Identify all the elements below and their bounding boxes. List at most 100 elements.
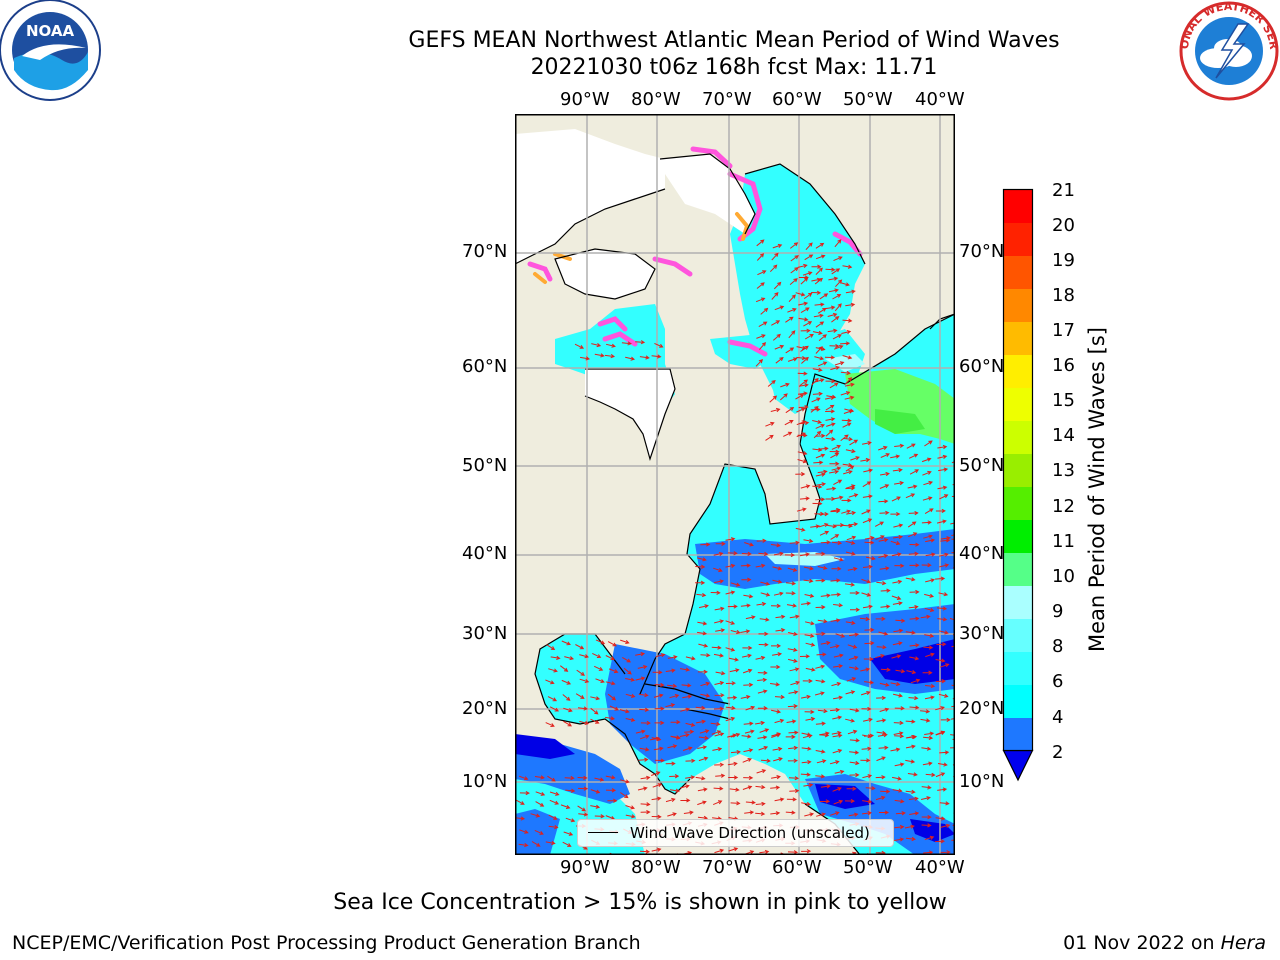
- direction-arrow: [845, 690, 856, 695]
- direction-arrow: [697, 669, 708, 675]
- direction-arrow: [595, 678, 605, 683]
- direction-arrow: [843, 470, 853, 475]
- colorbar-tick-9: 9: [1052, 601, 1064, 622]
- direction-arrow: [771, 732, 782, 737]
- direction-arrow: [940, 717, 951, 723]
- direction-arrow: [831, 566, 842, 571]
- colorbar-tick-11: 11: [1052, 531, 1075, 552]
- direction-arrow: [817, 619, 828, 624]
- direction-arrow: [811, 290, 822, 295]
- direction-arrow: [879, 484, 890, 489]
- lat-label-right-30n: 30°N: [959, 623, 1005, 644]
- direction-arrow: [859, 616, 871, 622]
- direction-arrow: [563, 720, 572, 727]
- direction-arrow: [742, 785, 753, 790]
- direction-arrow: [801, 356, 809, 364]
- direction-arrow: [559, 665, 569, 672]
- direction-arrow: [803, 578, 814, 583]
- direction-arrow: [814, 277, 824, 285]
- direction-arrow: [760, 581, 771, 586]
- direction-arrow: [908, 510, 919, 516]
- direction-arrow: [590, 696, 601, 701]
- direction-arrow: [773, 551, 784, 556]
- direction-arrow: [775, 356, 784, 364]
- direction-arrow: [938, 552, 949, 557]
- direction-arrow: [772, 652, 783, 657]
- direction-arrow: [670, 720, 681, 725]
- direction-arrow: [789, 788, 800, 794]
- direction-arrow: [787, 567, 798, 572]
- direction-arrow: [924, 607, 935, 612]
- direction-arrow: [623, 667, 632, 675]
- direction-arrow: [698, 735, 709, 740]
- direction-arrow: [845, 465, 855, 472]
- direction-arrow: [635, 729, 646, 734]
- direction-arrow: [875, 795, 886, 801]
- direction-arrow: [786, 719, 797, 724]
- direction-arrow: [787, 704, 798, 709]
- colorbar-band: [1003, 189, 1033, 223]
- direction-arrow: [924, 695, 935, 700]
- direction-arrow: [846, 677, 857, 682]
- direction-arrow: [936, 519, 947, 524]
- direction-arrow: [755, 655, 766, 660]
- direction-arrow: [697, 800, 707, 806]
- direction-arrow: [829, 469, 839, 474]
- direction-arrow: [757, 677, 768, 683]
- direction-arrow: [831, 682, 842, 687]
- direction-arrow: [800, 307, 810, 314]
- direction-arrow: [904, 824, 915, 829]
- direction-arrow: [562, 841, 572, 847]
- direction-arrow: [939, 750, 950, 755]
- direction-arrow: [578, 812, 589, 817]
- direction-arrow: [895, 669, 906, 674]
- direction-arrow: [833, 653, 844, 658]
- direction-arrow: [880, 789, 891, 794]
- colorbar-band: [1003, 618, 1033, 652]
- direction-arrow: [820, 784, 831, 789]
- direction-arrow: [849, 666, 859, 671]
- direction-arrow: [833, 695, 844, 700]
- direction-arrow: [804, 633, 815, 638]
- direction-arrow: [830, 453, 840, 459]
- direction-arrow: [680, 707, 691, 712]
- direction-arrow: [890, 454, 901, 459]
- direction-arrow: [800, 772, 811, 777]
- direction-arrow: [924, 508, 934, 515]
- direction-arrow: [714, 732, 725, 737]
- direction-arrow: [760, 592, 771, 597]
- direction-arrow: [935, 816, 946, 821]
- direction-arrow: [920, 718, 931, 723]
- direction-arrow: [742, 668, 753, 674]
- direction-arrow: [743, 748, 754, 753]
- direction-arrow: [698, 756, 709, 762]
- direction-arrow: [651, 771, 661, 776]
- direction-arrow: [909, 656, 920, 661]
- direction-arrow: [698, 604, 709, 609]
- direction-arrow: [519, 829, 529, 834]
- direction-arrow: [827, 328, 838, 333]
- direction-arrow: [591, 343, 602, 348]
- lon-label-bottom-90w: 90°W: [560, 857, 610, 878]
- direction-arrow: [549, 791, 560, 796]
- direction-arrow: [890, 747, 901, 752]
- direction-arrow: [920, 796, 931, 801]
- direction-arrow: [801, 759, 812, 765]
- direction-arrow: [862, 494, 873, 499]
- lon-label-top-70w: 70°W: [702, 89, 752, 110]
- direction-arrow: [878, 445, 888, 451]
- direction-arrow: [757, 670, 768, 675]
- direction-arrow: [798, 405, 809, 410]
- direction-arrow: [875, 535, 885, 541]
- direction-arrow: [939, 494, 949, 500]
- direction-arrow: [758, 321, 768, 328]
- direction-arrow: [797, 371, 808, 376]
- colorbar-band: [1003, 387, 1033, 421]
- direction-arrow: [727, 733, 738, 738]
- direction-arrow: [770, 785, 781, 790]
- direction-arrow: [561, 679, 572, 685]
- lat-label-right-70n: 70°N: [959, 241, 1005, 262]
- direction-arrow: [757, 706, 768, 711]
- direction-arrow: [831, 592, 842, 597]
- direction-arrow: [595, 639, 606, 645]
